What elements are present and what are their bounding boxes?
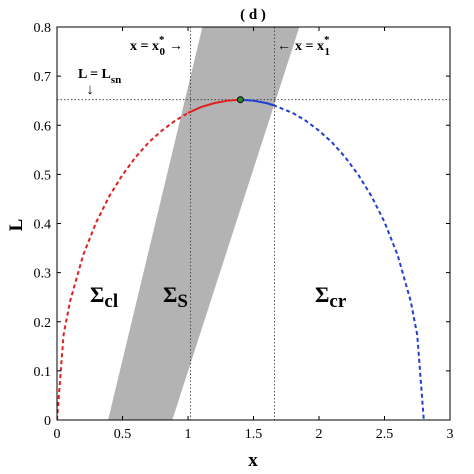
annotation-text: x = x [130, 39, 159, 54]
y-tick-label: 0.2 [34, 316, 52, 331]
annotation-text: Σ [163, 282, 177, 307]
x-axis-label: x [248, 450, 258, 471]
y-tick-label: 0.4 [34, 218, 52, 233]
annotation-sup: * [159, 34, 165, 46]
y-tick-label: 0.3 [34, 267, 52, 282]
annotation-sub: cr [329, 291, 346, 312]
curve [57, 112, 189, 420]
annotation: x = x* 0 → [130, 34, 183, 58]
band [108, 27, 300, 420]
y-axis-label: L [6, 219, 27, 232]
x-tick-label: 2.5 [376, 427, 394, 442]
point [236, 96, 244, 104]
x-tick-label: 0.5 [114, 427, 132, 442]
annotation-sub: S [177, 291, 188, 312]
annotation-sub: 0 [159, 46, 165, 58]
annotation: ΣS [163, 282, 188, 312]
x-tick-label: 1 [185, 427, 192, 442]
curve [187, 98, 241, 114]
plot-area [57, 27, 450, 420]
y-tick-label: 0.1 [34, 365, 52, 380]
y-tick-label: 0.6 [34, 119, 52, 134]
annotation: Σcl [90, 282, 118, 312]
y-tick-label: 0.7 [34, 70, 52, 85]
annotation-text: Σ [90, 282, 104, 307]
y-tick-label: 0 [44, 414, 51, 429]
annotation: ← x = x* 1 [277, 34, 330, 58]
x-tick-label: 1.5 [245, 427, 263, 442]
annotation-arrow: ← [277, 39, 291, 54]
annotation-arrow: → [169, 39, 183, 54]
annotation-sub: sn [111, 74, 121, 86]
annotation-arrow: ↓ [86, 82, 94, 98]
annotation-sup: * [324, 34, 330, 46]
chart-title: ( d ) [240, 7, 266, 23]
annotation: Σcr [315, 282, 347, 312]
annotation-sub: 1 [324, 46, 330, 58]
annotation-text: x = x [295, 39, 324, 54]
x-tick-label: 0 [54, 427, 61, 442]
annotation-sub: cl [104, 291, 118, 312]
annotation-text: Σ [315, 282, 329, 307]
x-tick-label: 3 [447, 427, 454, 442]
x-tick-label: 2 [316, 427, 323, 442]
curve [272, 104, 425, 420]
annotation: L = Lsn [78, 67, 121, 86]
y-tick-label: 0.5 [34, 168, 52, 183]
curve [240, 98, 274, 107]
y-tick-label: 0.8 [34, 21, 52, 36]
annotation-text: L = L [78, 67, 111, 82]
